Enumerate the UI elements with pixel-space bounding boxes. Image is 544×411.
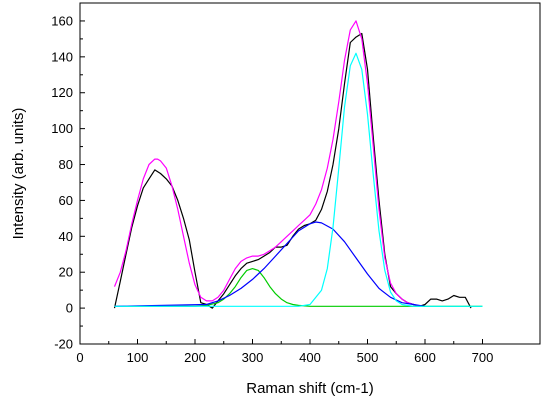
series-line-1 <box>113 32 472 309</box>
x-tick-label: 300 <box>242 350 264 365</box>
y-tick-label: 120 <box>51 85 73 100</box>
y-axis-title: Intensity (arb. units) <box>10 108 27 240</box>
series-line-4 <box>114 221 426 307</box>
y-tick-label: 40 <box>59 229 73 244</box>
series-line-2 <box>113 20 420 307</box>
y-tick-label: 100 <box>51 121 73 136</box>
series-layer <box>113 20 483 309</box>
y-tick-label: 160 <box>51 13 73 28</box>
x-axis-ticks: 0 100 200 300 400 500 600 700 <box>76 339 493 365</box>
y-tick-label: 80 <box>59 157 73 172</box>
y-tick-label: 20 <box>59 265 73 280</box>
plot-frame <box>79 2 541 345</box>
x-axis-title: Raman shift (cm-1) <box>246 380 374 397</box>
x-tick-label: 100 <box>127 350 149 365</box>
y-tick-label: -20 <box>54 337 73 352</box>
plot-border <box>79 2 541 345</box>
x-tick-label: 400 <box>299 350 321 365</box>
y-tick-label: 60 <box>59 193 73 208</box>
y-tick-label: 0 <box>66 301 73 316</box>
y-axis-ticks: -20 0 20 40 60 80 100 120 140 160 <box>51 13 85 352</box>
y-tick-label: 140 <box>51 49 73 64</box>
series-line-5 <box>114 52 483 307</box>
x-tick-label: 0 <box>76 350 83 365</box>
x-tick-label: 600 <box>414 350 436 365</box>
x-tick-label: 500 <box>357 350 379 365</box>
x-tick-label: 700 <box>472 350 494 365</box>
series-line-3 <box>114 268 483 307</box>
x-tick-label: 200 <box>184 350 206 365</box>
